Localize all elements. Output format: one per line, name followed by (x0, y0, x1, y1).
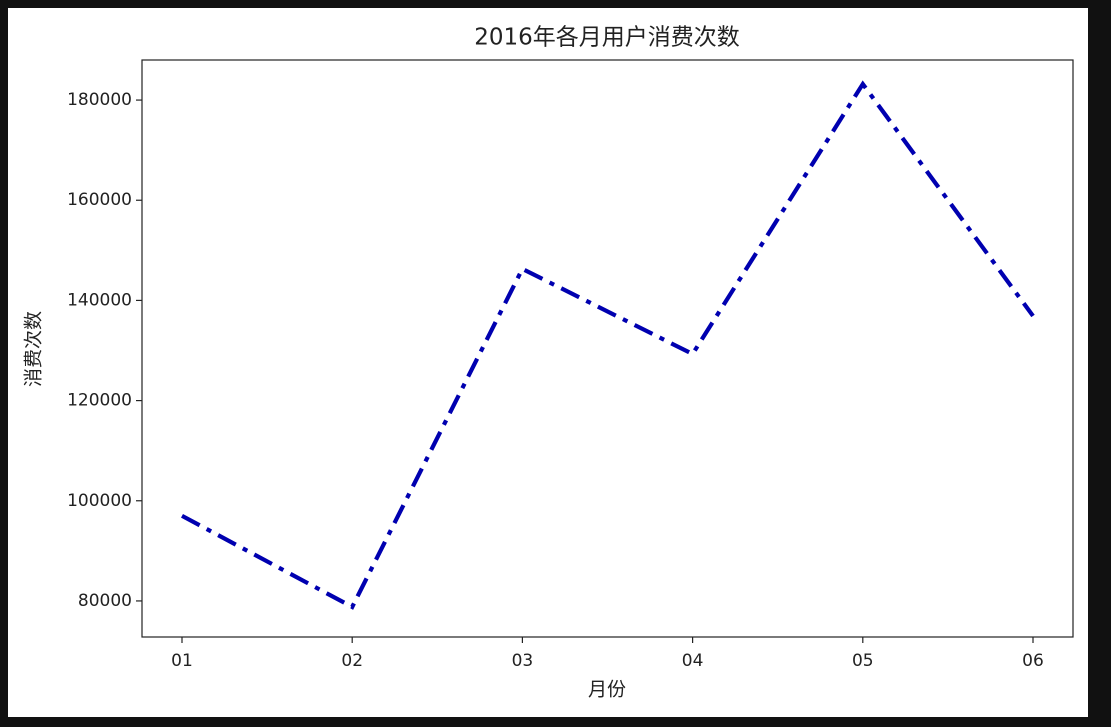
data-line (181, 80, 1035, 610)
x-tick-label: 03 (512, 651, 534, 671)
y-tick-label: 160000 (67, 190, 132, 210)
x-tick-label: 02 (341, 651, 363, 671)
x-tick-label: 06 (1022, 651, 1044, 671)
x-tick-label: 01 (171, 651, 193, 671)
y-tick-label: 80000 (78, 591, 132, 611)
y-tick-label: 180000 (67, 90, 132, 110)
x-tick-label: 04 (682, 651, 704, 671)
y-tick-label: 140000 (67, 290, 132, 310)
figure-background (8, 8, 1088, 717)
y-tick-label: 120000 (67, 391, 132, 411)
x-tick-label: 05 (852, 651, 874, 671)
y-axis-label: 消费次数 (23, 311, 45, 387)
y-tick-label: 100000 (67, 491, 132, 511)
plot-area (141, 59, 1074, 638)
chart-title: 2016年各月用户消费次数 (474, 25, 740, 51)
x-axis-label: 月份 (588, 679, 626, 701)
